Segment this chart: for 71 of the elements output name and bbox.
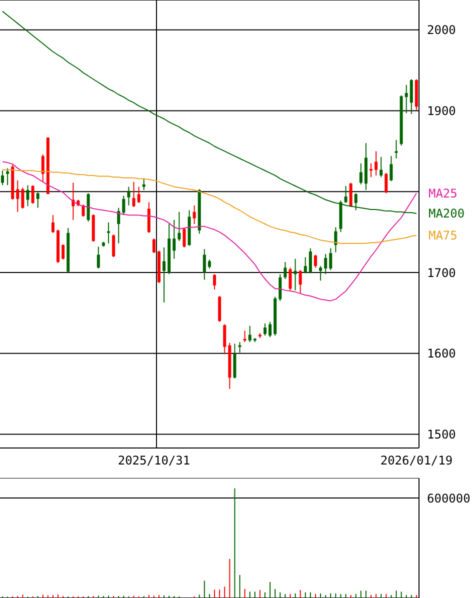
candlestick	[137, 186, 140, 204]
candlestick	[264, 322, 267, 336]
candlestick	[380, 156, 383, 178]
candlestick	[62, 244, 65, 260]
candlestick	[304, 256, 307, 274]
candlestick	[284, 262, 287, 280]
line-series	[2, 161, 417, 302]
x-tick-label: 2026/01/19	[380, 454, 453, 468]
candlestick	[96, 246, 100, 269]
candlestick	[152, 238, 156, 254]
candlestick	[410, 78, 413, 115]
candlestick	[354, 192, 358, 211]
candlestick	[41, 154, 44, 182]
candlestick	[142, 178, 146, 191]
candlestick	[288, 267, 292, 291]
candlestick	[278, 274, 282, 302]
candlestick	[132, 181, 136, 208]
candlestick	[117, 207, 120, 244]
candlestick	[308, 248, 312, 274]
y-tick-label: 1600	[427, 346, 456, 361]
candlestick	[147, 202, 150, 234]
candlestick	[122, 195, 126, 216]
candlestick	[182, 228, 186, 248]
candlestick	[107, 222, 110, 244]
candlestick	[298, 270, 302, 294]
y-tick-label: 1700	[427, 266, 456, 280]
series-label: MA25	[428, 186, 458, 200]
candlestick	[1, 170, 4, 186]
candlestick	[238, 342, 242, 354]
y-tick-label: 1900	[427, 104, 456, 118]
candlestick	[329, 248, 332, 271]
x-tick-label: 2025/10/31	[118, 454, 190, 468]
candlestick	[21, 187, 24, 210]
candlestick	[349, 182, 352, 208]
candlestick	[248, 325, 252, 343]
candlestick	[112, 234, 116, 258]
candlestick	[192, 204, 196, 224]
series-label: MA200	[428, 206, 465, 220]
candlestick	[162, 246, 166, 303]
y-tick-label: 2000	[427, 23, 456, 38]
candlestick	[172, 219, 176, 260]
candlestick	[26, 184, 30, 207]
candlestick	[374, 150, 378, 176]
candlestick	[384, 172, 388, 194]
candlestick	[36, 192, 40, 208]
y-tick-label: 600000	[427, 491, 470, 506]
candlestick	[202, 248, 206, 280]
candlestick	[213, 274, 216, 290]
candlestick	[6, 168, 10, 186]
y-tick-label: 1500	[427, 428, 456, 442]
candlestick	[31, 184, 34, 204]
candlestick	[127, 186, 130, 206]
candlestick	[324, 253, 328, 275]
candlestick	[359, 162, 362, 185]
candlestick	[314, 254, 317, 268]
candlestick	[390, 156, 393, 182]
candlestick	[268, 321, 272, 338]
candlestick	[178, 211, 181, 242]
series-label: MA75	[428, 228, 458, 242]
candlestick	[16, 180, 20, 212]
candlestick	[404, 84, 408, 114]
candlestick	[344, 185, 348, 204]
candlestick	[370, 162, 373, 178]
candlestick	[394, 139, 398, 159]
candlestick	[334, 226, 338, 253]
candlestick	[294, 258, 297, 291]
candlestick	[243, 330, 246, 343]
candlestick	[82, 204, 85, 218]
candlestick	[319, 266, 322, 282]
candlestick	[223, 324, 226, 355]
candlestick	[51, 214, 54, 234]
